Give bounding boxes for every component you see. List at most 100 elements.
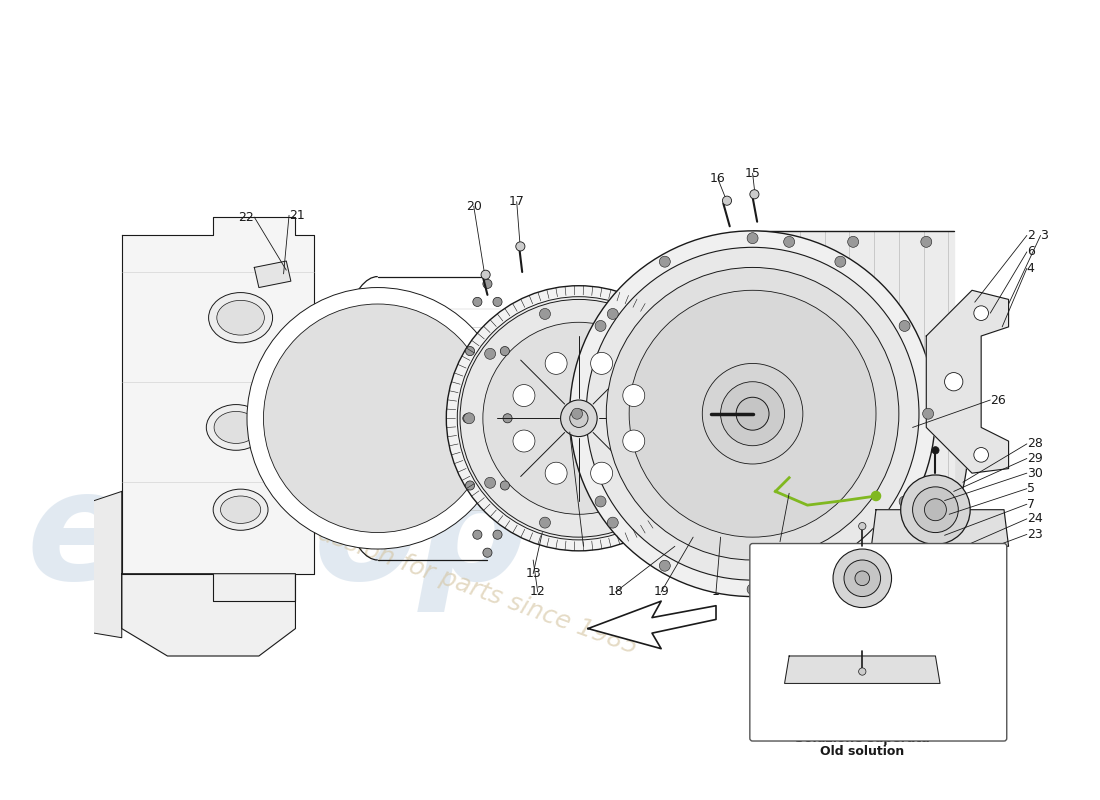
Circle shape	[659, 256, 670, 267]
Polygon shape	[784, 656, 940, 683]
Text: 12: 12	[530, 586, 546, 598]
Circle shape	[901, 475, 970, 545]
Circle shape	[855, 571, 870, 586]
Circle shape	[483, 322, 675, 514]
Circle shape	[683, 413, 694, 424]
Circle shape	[783, 236, 794, 247]
Text: 24: 24	[1027, 512, 1043, 526]
Text: 18: 18	[607, 586, 624, 598]
Circle shape	[264, 304, 492, 533]
Circle shape	[921, 236, 932, 247]
Circle shape	[672, 439, 681, 449]
Circle shape	[546, 353, 568, 374]
Text: 6: 6	[1027, 246, 1035, 258]
Text: 23: 23	[1027, 528, 1043, 541]
Circle shape	[659, 375, 746, 462]
Circle shape	[464, 413, 474, 424]
Text: 28: 28	[1027, 438, 1043, 450]
Circle shape	[697, 450, 707, 459]
Polygon shape	[122, 574, 296, 656]
Circle shape	[586, 247, 918, 580]
Circle shape	[500, 481, 509, 490]
Circle shape	[923, 408, 934, 419]
Text: a passion for parts since 1985: a passion for parts since 1985	[278, 507, 641, 658]
Circle shape	[697, 377, 707, 386]
Circle shape	[724, 388, 733, 397]
Circle shape	[833, 549, 891, 607]
Polygon shape	[926, 290, 1009, 473]
Circle shape	[652, 368, 752, 469]
Text: 25: 25	[772, 535, 788, 548]
Text: 17: 17	[509, 195, 525, 208]
Ellipse shape	[214, 411, 258, 443]
Circle shape	[661, 414, 670, 423]
Circle shape	[485, 478, 496, 488]
Circle shape	[516, 242, 525, 251]
Text: 16: 16	[710, 172, 726, 186]
Circle shape	[607, 517, 618, 528]
Ellipse shape	[464, 347, 510, 489]
Text: 20: 20	[465, 200, 482, 213]
Text: 4: 4	[1027, 262, 1035, 275]
Text: 5: 5	[1027, 482, 1035, 495]
Polygon shape	[752, 231, 954, 597]
Text: Soluzione superata: Soluzione superata	[795, 732, 930, 745]
Text: 1: 1	[712, 586, 719, 598]
Circle shape	[503, 414, 513, 423]
Circle shape	[720, 382, 784, 446]
Text: 22: 22	[239, 210, 254, 224]
Circle shape	[724, 439, 733, 449]
Circle shape	[978, 572, 984, 579]
Circle shape	[899, 496, 910, 507]
Circle shape	[783, 580, 794, 591]
Ellipse shape	[207, 405, 266, 450]
Circle shape	[473, 298, 482, 306]
Circle shape	[945, 373, 962, 391]
Ellipse shape	[217, 300, 264, 335]
Circle shape	[493, 530, 502, 539]
Circle shape	[561, 400, 597, 437]
Polygon shape	[122, 217, 314, 601]
Ellipse shape	[220, 496, 261, 523]
Circle shape	[974, 447, 989, 462]
Text: 19: 19	[653, 586, 669, 598]
Ellipse shape	[466, 352, 508, 485]
Circle shape	[483, 548, 492, 558]
Text: 10: 10	[891, 719, 905, 730]
Text: Old solution: Old solution	[821, 746, 904, 758]
Circle shape	[747, 584, 758, 594]
Circle shape	[483, 279, 492, 289]
Text: 8: 8	[967, 559, 975, 570]
Circle shape	[750, 190, 759, 199]
Circle shape	[835, 560, 846, 571]
Circle shape	[465, 481, 474, 490]
Polygon shape	[871, 510, 1009, 546]
Circle shape	[659, 560, 670, 571]
Circle shape	[672, 388, 681, 397]
Circle shape	[607, 309, 618, 319]
Circle shape	[447, 286, 712, 551]
Circle shape	[463, 414, 472, 423]
Text: 15: 15	[745, 166, 760, 180]
Polygon shape	[48, 491, 122, 638]
Text: 30: 30	[1027, 466, 1043, 480]
Text: 14: 14	[583, 540, 600, 553]
Circle shape	[747, 233, 758, 244]
Circle shape	[485, 348, 496, 359]
Circle shape	[662, 478, 673, 488]
Circle shape	[913, 487, 958, 533]
Circle shape	[513, 385, 535, 406]
Circle shape	[924, 498, 946, 521]
Ellipse shape	[209, 293, 273, 343]
Circle shape	[481, 270, 491, 279]
Text: 9: 9	[967, 578, 975, 588]
Circle shape	[623, 430, 645, 452]
Circle shape	[595, 496, 606, 507]
Text: 2: 2	[1027, 229, 1035, 242]
Circle shape	[591, 353, 613, 374]
Circle shape	[859, 522, 866, 530]
Circle shape	[493, 298, 502, 306]
Circle shape	[723, 196, 732, 206]
Polygon shape	[588, 601, 716, 649]
Circle shape	[848, 580, 859, 591]
